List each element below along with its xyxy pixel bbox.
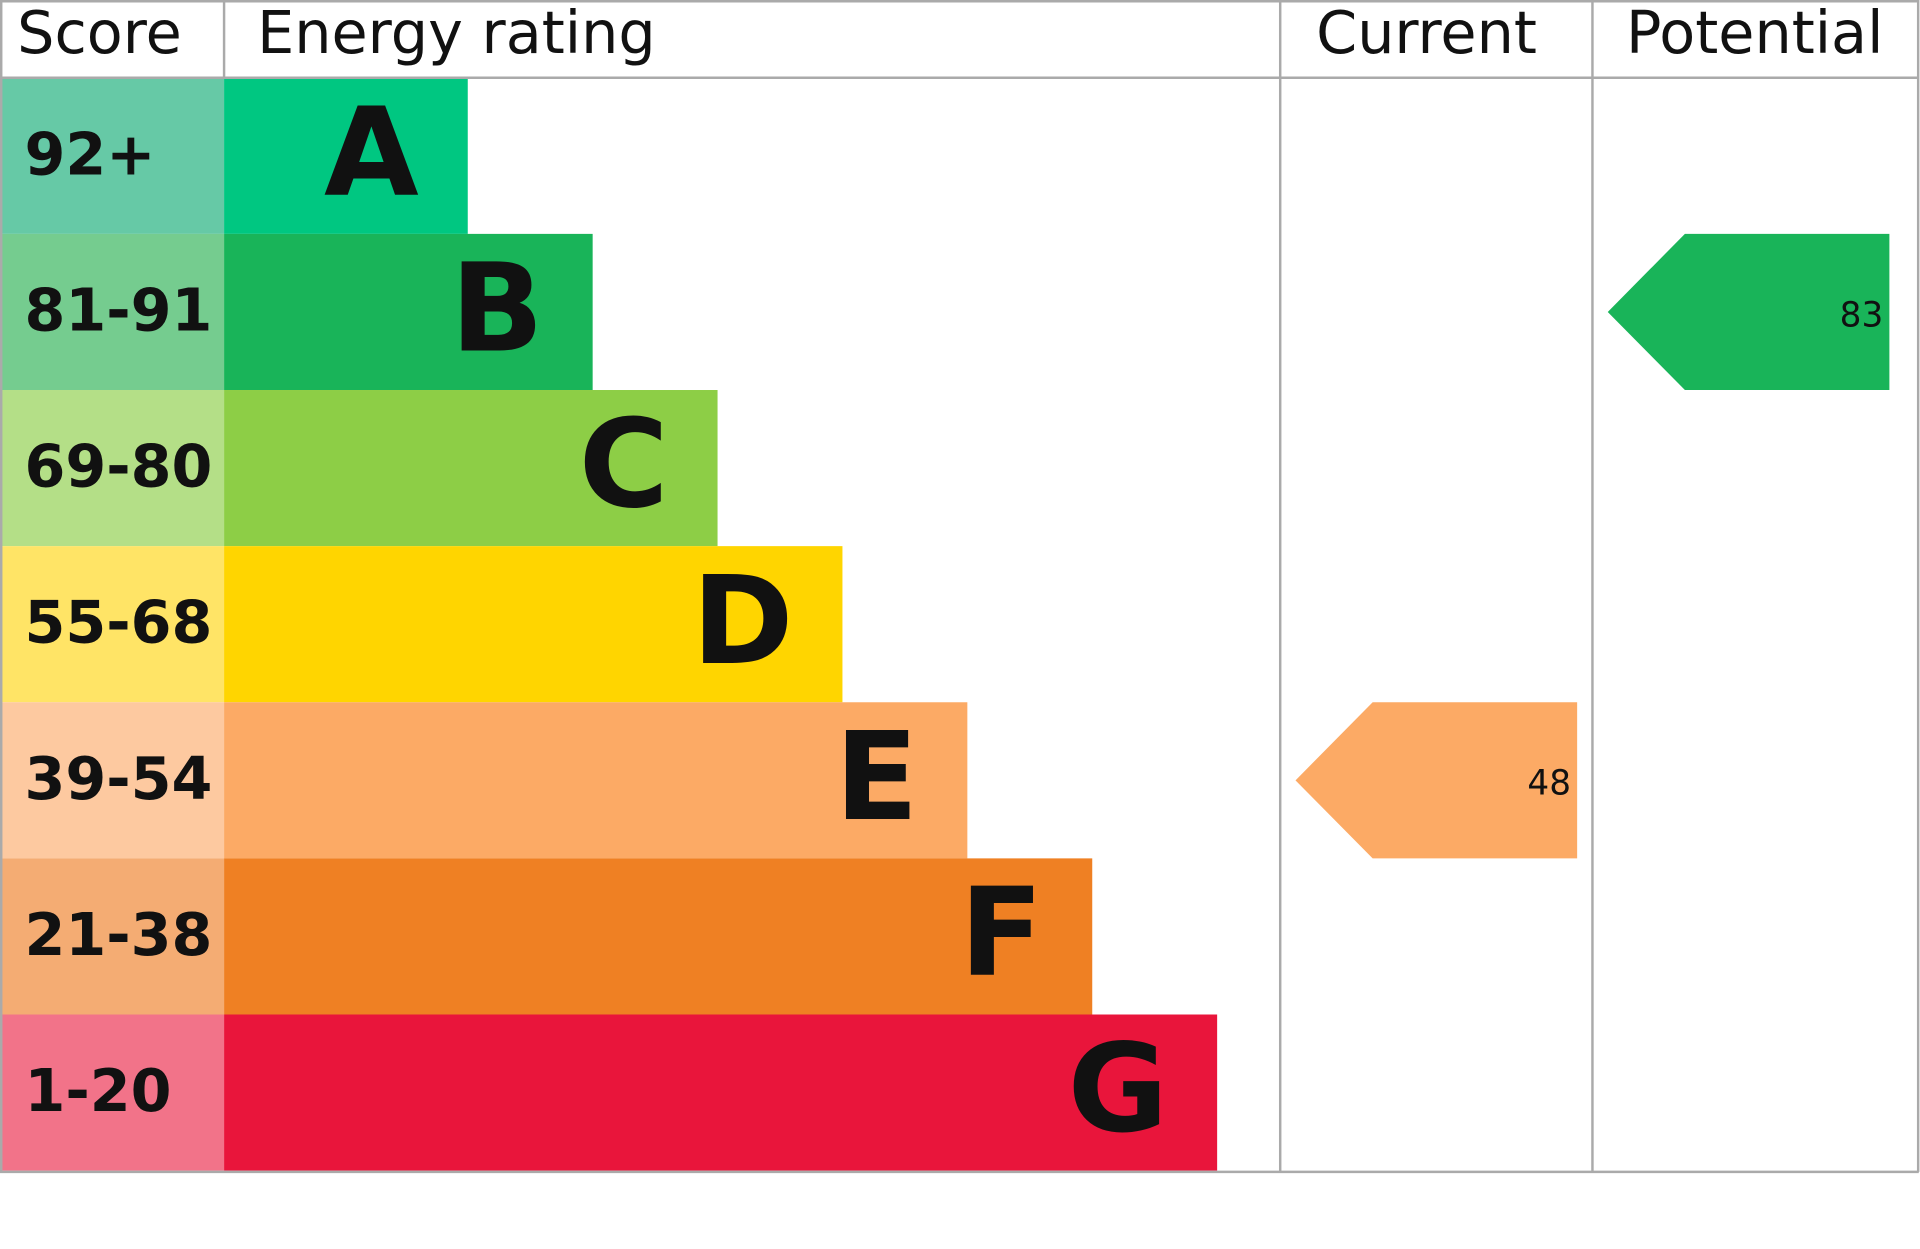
score-cell — [0, 77, 225, 234]
rating-bar — [224, 858, 1093, 1015]
header-score: Score — [17, 0, 182, 67]
score-cell — [0, 858, 225, 1015]
score-range: 92+ — [24, 119, 155, 188]
score-cell — [0, 233, 225, 391]
rating-bar — [224, 233, 593, 391]
score-range: 39-54 — [24, 744, 212, 813]
current-arrow — [1295, 702, 1578, 859]
header-current: Current — [1316, 0, 1537, 67]
score-cell — [0, 390, 225, 547]
rating-bar — [224, 1014, 1218, 1171]
rating-letter: C — [579, 393, 669, 536]
rating-letter: A — [324, 80, 419, 223]
rating-bar — [224, 390, 718, 547]
rating-letter: F — [960, 861, 1044, 1004]
potential-value: 83 — [1840, 295, 1884, 335]
score-cell — [0, 1014, 225, 1171]
score-cell — [0, 546, 225, 703]
header-rating: Energy rating — [257, 0, 656, 67]
rating-letter: G — [1068, 1017, 1169, 1160]
rating-letter: D — [692, 549, 794, 692]
current-value: 48 — [1527, 764, 1571, 804]
rating-letter: E — [835, 705, 919, 848]
rating-letter: B — [450, 237, 543, 380]
rating-bar — [224, 702, 968, 859]
header-potential: Potential — [1626, 0, 1883, 67]
rating-bar — [224, 77, 468, 234]
score-range: 81-91 — [24, 276, 212, 345]
score-cell — [0, 702, 225, 859]
score-range: 55-68 — [24, 588, 212, 657]
potential-arrow — [1607, 233, 1890, 391]
score-range: 21-38 — [24, 900, 212, 969]
score-range: 1-20 — [24, 1056, 171, 1125]
score-range: 69-80 — [24, 432, 212, 501]
rating-bar — [224, 546, 843, 703]
